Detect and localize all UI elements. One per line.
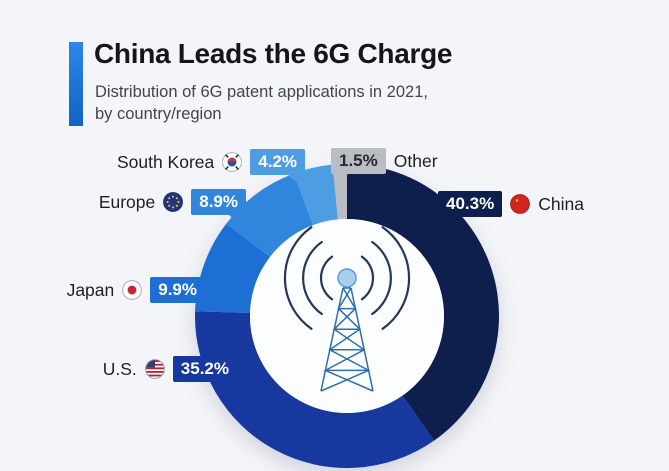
subtitle-line-2: by country/region bbox=[95, 104, 222, 123]
other-value-badge: 1.5% bbox=[331, 148, 386, 175]
japan-label: Japan bbox=[66, 279, 115, 300]
donut-chart bbox=[195, 164, 499, 468]
flag-south-korea-icon bbox=[222, 152, 243, 173]
donut-segment-europe bbox=[226, 173, 313, 258]
subtitle-line-1: Distribution of 6G patent applications i… bbox=[95, 83, 428, 101]
donut-segment-china bbox=[347, 164, 499, 441]
south-korea-value-badge: 4.2% bbox=[250, 149, 305, 176]
south-korea-label: South Korea bbox=[116, 151, 215, 172]
signal-waves-icon bbox=[283, 226, 411, 330]
label-us: U.S. 35.2% bbox=[102, 356, 237, 383]
flag-europe-icon bbox=[163, 192, 184, 213]
label-china: 40.3% China bbox=[438, 191, 584, 218]
radio-tower-icon bbox=[283, 226, 411, 392]
donut-segment-u-s- bbox=[195, 311, 435, 468]
donut-segment-south-korea bbox=[293, 164, 338, 226]
page-title: China Leads the 6G Charge bbox=[94, 38, 453, 69]
europe-value-badge: 8.9% bbox=[191, 189, 246, 216]
china-label: China bbox=[538, 193, 584, 214]
china-value-badge: 40.3% bbox=[438, 191, 503, 218]
label-japan: Japan 9.9% bbox=[66, 277, 205, 304]
europe-label: Europe bbox=[98, 191, 156, 212]
flag-us-icon bbox=[144, 359, 165, 380]
page-subtitle: Distribution of 6G patent applications i… bbox=[95, 82, 428, 126]
flag-china-icon bbox=[510, 194, 531, 215]
label-europe: Europe 8.9% bbox=[98, 189, 246, 216]
label-south-korea: South Korea 4.2% bbox=[116, 149, 305, 176]
flag-japan-icon bbox=[122, 280, 143, 301]
other-label: Other bbox=[393, 150, 438, 171]
us-label: U.S. bbox=[102, 358, 137, 379]
tower-beacon bbox=[337, 268, 357, 288]
japan-value-badge: 9.9% bbox=[150, 277, 205, 304]
label-other: 1.5% Other bbox=[331, 148, 438, 175]
tower-mast bbox=[320, 287, 374, 392]
title-accent-bar bbox=[69, 42, 83, 126]
donut-segment-japan bbox=[195, 223, 270, 313]
us-value-badge: 35.2% bbox=[172, 356, 237, 383]
